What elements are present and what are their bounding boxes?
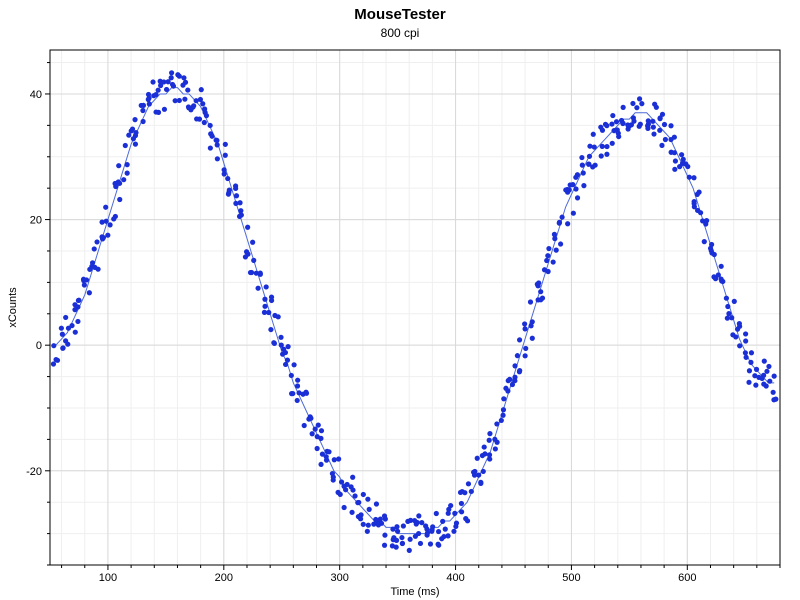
x-tick-label: 200 [215, 572, 233, 584]
x-tick-label: 100 [99, 572, 117, 584]
x-tick-label: 400 [446, 572, 464, 584]
y-tick-label: 40 [30, 89, 42, 101]
trend-line [56, 88, 774, 534]
y-tick-label: 20 [30, 215, 42, 227]
x-tick-label: 600 [678, 572, 696, 584]
chart-container: MouseTester 800 cpi 100200300400500600-2… [0, 0, 800, 600]
x-tick-label: 300 [331, 572, 349, 584]
y-tick-label: -20 [26, 466, 42, 478]
chart-svg: 100 200 300 400 500 600 -20 0 20 40 Time (ms) xCoun… [0, 0, 800, 600]
x-axis-label: Time (ms) [390, 586, 439, 598]
scatter-series [51, 70, 779, 553]
x-tick-label: 500 [562, 572, 580, 584]
y-axis-label: xCounts [7, 287, 19, 328]
y-tick-label: 0 [36, 340, 42, 352]
